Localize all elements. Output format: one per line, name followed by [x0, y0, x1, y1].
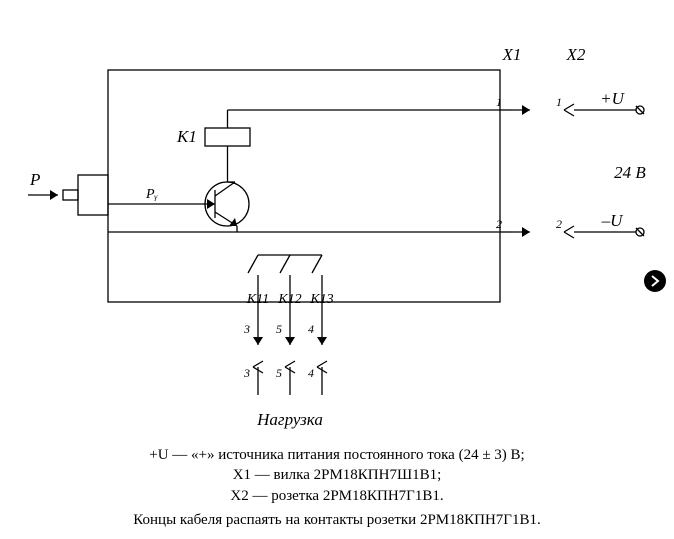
svg-text:X1: X1 — [502, 45, 522, 64]
svg-text:K12: K12 — [277, 292, 301, 307]
legend-line-1: +U — «+» источника питания постоянного т… — [0, 445, 674, 465]
svg-text:1: 1 — [496, 95, 502, 109]
svg-text:4: 4 — [308, 322, 314, 336]
svg-text:5: 5 — [276, 366, 282, 380]
svg-text:Рᵧ: Рᵧ — [145, 187, 159, 202]
svg-text:K1: K1 — [176, 127, 197, 146]
svg-text:4: 4 — [308, 366, 314, 380]
svg-text:5: 5 — [276, 322, 282, 336]
chevron-right-icon — [649, 275, 661, 287]
svg-text:P: P — [29, 170, 40, 189]
legend-line-2: X1 — вилка 2РМ18КПН7Ш1В1; — [0, 465, 674, 485]
svg-text:3: 3 — [243, 322, 250, 336]
next-image-button[interactable] — [644, 270, 666, 292]
svg-text:–U: –U — [601, 211, 625, 230]
schematic-figure: P K1 Рᵧ X1 X2 1 1 +U 2 2 –U 24 В 3 3 K11 5 5 K12 4 4 K13 Нагр… — [0, 0, 674, 539]
svg-text:K13: K13 — [309, 292, 333, 307]
svg-text:Нагрузка: Нагрузка — [256, 410, 323, 429]
svg-text:3: 3 — [243, 366, 250, 380]
svg-text:K11: K11 — [246, 292, 269, 307]
svg-text:+U: +U — [600, 89, 625, 108]
svg-text:2: 2 — [556, 217, 562, 231]
legend-line-3: X2 — розетка 2РМ18КПН7Г1В1. — [0, 486, 674, 506]
svg-text:X2: X2 — [566, 45, 586, 64]
legend-block: +U — «+» источника питания постоянного т… — [0, 445, 674, 506]
svg-text:2: 2 — [496, 217, 502, 231]
note-line: Концы кабеля распаять на контакты розетк… — [0, 510, 674, 530]
svg-text:1: 1 — [556, 95, 562, 109]
svg-text:24 В: 24 В — [614, 163, 646, 182]
